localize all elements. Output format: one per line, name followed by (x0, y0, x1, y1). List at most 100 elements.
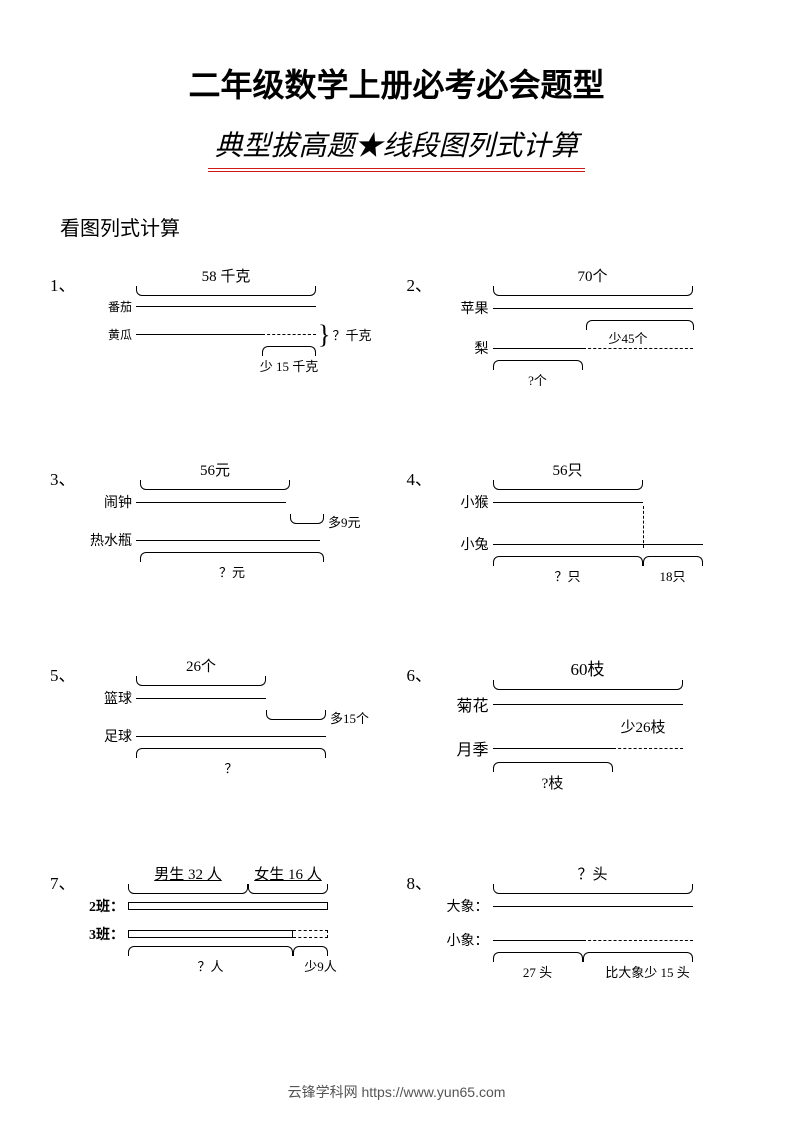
question-label: ？千克 (332, 325, 371, 344)
top-left-label: 男生 32 人 (128, 863, 248, 884)
brace-icon (493, 480, 643, 490)
row-label: 足球 (84, 726, 136, 746)
brace-icon (493, 952, 583, 962)
dashed-segment (583, 940, 693, 941)
problem-6: 6、 60枝 菊花 少26枝 月季 ?枝 (407, 655, 744, 793)
brace-icon (293, 946, 328, 956)
brace-icon (493, 556, 643, 566)
bar-segment (493, 502, 643, 503)
top-value: 26个 (136, 655, 266, 676)
problem-5: 5、 26个 篮球 多15个 足球 ？ (50, 655, 387, 793)
bar-segment (493, 906, 693, 907)
bar-segment (136, 334, 262, 335)
problem-number: 1、 (50, 271, 76, 296)
bar-segment (493, 348, 583, 349)
question-label: ？人 (128, 956, 293, 975)
bar-segment (493, 940, 583, 941)
bottom-left-label: 27 头 (493, 962, 583, 981)
problem-number: 8、 (407, 869, 433, 894)
bar-segment (493, 748, 613, 749)
bar-segment (136, 540, 320, 541)
row-label: 3班： (84, 924, 128, 944)
row-label: 小兔 (441, 534, 493, 554)
subtitle-wrapper: 典型拔高题★线段图列式计算 (40, 124, 753, 172)
row-label: 月季 (441, 736, 493, 760)
row-label: 菊花 (441, 692, 493, 716)
section-heading: 看图列式计算 (60, 212, 753, 241)
brace-icon (266, 710, 326, 720)
diff-label: 多15个 (330, 708, 369, 727)
row-label: 番茄 (84, 298, 136, 315)
diff-label: 少 15 千克 (242, 356, 336, 375)
problem-number: 5、 (50, 661, 76, 686)
row-label: 大象： (441, 896, 493, 916)
dashed-segment (613, 748, 683, 749)
question-label: ？元 (140, 562, 324, 581)
diff-label: 少9人 (293, 956, 348, 975)
row-label: 2班： (84, 896, 128, 916)
brace-icon: } (318, 327, 330, 343)
brace-icon (140, 480, 290, 490)
bar-segment (136, 502, 286, 503)
problem-1: 1、 58 千克 番茄 黄瓜 } ？千克 少 15 千克 (50, 265, 387, 389)
brace-icon (493, 680, 683, 690)
bar-segment (493, 704, 683, 705)
row-label: 苹果 (441, 298, 493, 318)
top-value: 60枝 (493, 655, 683, 680)
problem-number: 7、 (50, 869, 76, 894)
problem-3: 3、 56元 闹钟 多9元 热水瓶 ？元 (50, 459, 387, 585)
brace-icon (136, 748, 326, 758)
problem-number: 4、 (407, 465, 433, 490)
bar-segment (128, 902, 328, 910)
dashed-segment (262, 334, 316, 335)
top-value: 58 千克 (136, 265, 316, 286)
top-value: 56只 (493, 459, 643, 480)
bar-segment (136, 736, 326, 737)
top-value: ？头 (493, 863, 693, 884)
brace-icon (262, 346, 316, 356)
bottom-right-label: 比大象少 15 头 (583, 962, 713, 981)
top-right-label: 女生 16 人 (248, 863, 328, 884)
diff-label: 少45个 (609, 328, 648, 347)
brace-icon (290, 514, 324, 524)
problems-grid: 1、 58 千克 番茄 黄瓜 } ？千克 少 15 千克 2、 70个 (40, 265, 753, 981)
brace-icon (128, 946, 293, 956)
question-label: ?枝 (493, 772, 613, 793)
row-label: 闹钟 (84, 492, 136, 512)
footer-text: 云锋学科网 https://www.yun65.com (0, 1082, 793, 1102)
brace-icon (248, 884, 328, 894)
row-label: 篮球 (84, 688, 136, 708)
row-label: 热水瓶 (84, 530, 136, 550)
question-label: ？ (136, 758, 326, 777)
brace-icon (136, 676, 266, 686)
bar-segment (493, 544, 703, 545)
row-label: 梨 (441, 338, 493, 358)
brace-icon (643, 556, 703, 566)
row-label: 小象： (441, 930, 493, 950)
dashed-segment (643, 506, 644, 548)
problem-4: 4、 56只 小猴 小兔 ？只 18只 (407, 459, 744, 585)
extra-label: 18只 (643, 566, 703, 585)
dashed-segment (583, 348, 693, 349)
subtitle: 典型拔高题★线段图列式计算 (208, 124, 584, 172)
top-value: 70个 (493, 265, 693, 286)
bar-segment (136, 698, 266, 699)
problem-number: 3、 (50, 465, 76, 490)
brace-icon (493, 360, 583, 370)
bar-segment (493, 308, 693, 309)
brace-icon (583, 952, 693, 962)
problem-7: 7、 男生 32 人 女生 16 人 2班： 3班： (50, 863, 387, 981)
brace-icon (128, 884, 248, 894)
problem-number: 6、 (407, 661, 433, 686)
brace-icon (493, 286, 693, 296)
question-label: ?个 (493, 370, 583, 389)
diff-label: 多9元 (328, 512, 361, 531)
row-label: 小猴 (441, 492, 493, 512)
bar-segment (128, 930, 293, 938)
bar-segment (136, 306, 316, 307)
dashed-segment (293, 930, 328, 938)
question-label: ？只 (493, 566, 643, 585)
row-label: 黄瓜 (84, 326, 136, 343)
top-value: 56元 (140, 459, 290, 480)
brace-icon (140, 552, 324, 562)
